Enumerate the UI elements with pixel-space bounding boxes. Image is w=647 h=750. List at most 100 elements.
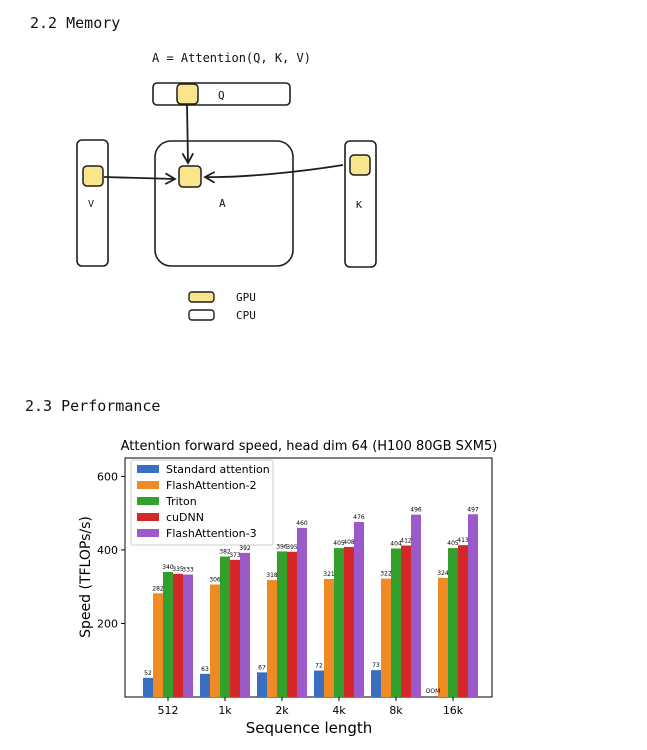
v-to-a-arrow — [103, 172, 177, 185]
bar — [210, 584, 220, 697]
k-to-a-arrow — [203, 164, 344, 184]
y-tick-label: 200 — [97, 617, 118, 630]
bar-value-label: 404 — [390, 540, 402, 547]
bar — [314, 670, 324, 697]
bar-value-label: 67 — [258, 664, 266, 671]
bar — [297, 527, 307, 697]
performance-section-heading: 2.3 Performance — [25, 397, 161, 415]
bar-value-label: 382 — [219, 549, 231, 556]
a-gpu-block — [178, 165, 202, 188]
bar-value-label: 282 — [152, 585, 164, 592]
performance-chart: Attention forward speed, head dim 64 (H1… — [78, 439, 498, 737]
k-label: K — [356, 200, 362, 211]
bar-labels-group: 52 63 67 72 73 OOM 282 306 318 321 322 324 340 382 396… — [144, 506, 479, 695]
bar — [173, 573, 183, 697]
x-axis: 512 1k 2k 4k 8k 16k — [158, 697, 464, 717]
plot-area — [124, 457, 493, 698]
bar — [277, 551, 287, 697]
bar-value-label: 72 — [315, 663, 323, 670]
x-tick-label: 2k — [275, 704, 289, 717]
x-axis-label: Sequence length — [246, 719, 373, 737]
legend-cpu-swatch — [188, 309, 215, 321]
bar-value-label: 340 — [162, 564, 174, 571]
legend-swatch — [137, 529, 159, 537]
bar — [183, 574, 193, 697]
bar-value-label: 63 — [201, 666, 209, 673]
bar — [267, 580, 277, 697]
memory-section-heading: 2.2 Memory — [30, 14, 121, 32]
y-axis-label: Speed (TFLOPs/s) — [78, 516, 94, 638]
x-tick-label: 4k — [332, 704, 346, 717]
bar — [240, 552, 250, 697]
bar-value-label: 460 — [296, 520, 308, 527]
bar — [200, 673, 210, 697]
y-tick-label: 400 — [97, 544, 118, 557]
x-tick-label: 512 — [158, 704, 179, 717]
legend-gpu-swatch — [188, 291, 215, 303]
a-label: A — [219, 197, 226, 210]
memory-diagram: A = Attention(Q, K, V) Q V A K GPU CPU — [76, 51, 377, 322]
bar-value-label: 335 — [172, 566, 184, 573]
bar-value-label: 321 — [323, 571, 335, 578]
bar — [257, 672, 267, 697]
x-tick-label: 8k — [389, 704, 403, 717]
bar — [153, 593, 163, 697]
bar — [371, 670, 381, 697]
bar — [438, 577, 448, 697]
attention-formula: A = Attention(Q, K, V) — [152, 51, 311, 65]
k-gpu-block — [349, 154, 371, 176]
y-axis: 200 400 600 — [97, 470, 125, 630]
bar-value-label: 333 — [182, 567, 194, 574]
chart-legend: Standard attention FlashAttention-2 Triton… — [130, 459, 274, 546]
bar-value-label: 52 — [144, 670, 152, 677]
bar-value-label: 496 — [410, 507, 422, 514]
bar — [468, 514, 478, 697]
v-label: V — [88, 199, 94, 210]
bar-value-label: 413 — [457, 537, 469, 544]
chart-title: Attention forward speed, head dim 64 (H1… — [121, 439, 498, 454]
legend-box — [130, 459, 274, 546]
bar — [334, 548, 344, 697]
legend-entry-label: Standard attention — [166, 463, 270, 476]
q-gpu-block — [176, 83, 199, 105]
bar-value-label: 396 — [276, 543, 288, 550]
bar-value-label: 497 — [467, 506, 479, 513]
legend-swatch — [137, 513, 159, 521]
legend-entry-label: FlashAttention-2 — [166, 479, 257, 492]
bar-value-label: 395 — [286, 544, 298, 551]
bar-value-label: 476 — [353, 514, 365, 521]
bar-value-label: 412 — [400, 538, 412, 545]
bar — [448, 548, 458, 697]
bar — [287, 551, 297, 697]
bar-value-label: 373 — [229, 552, 241, 559]
bar — [401, 545, 411, 697]
bar — [163, 571, 173, 697]
bar — [458, 545, 468, 697]
legend-gpu-label: GPU — [236, 291, 256, 304]
bar-value-label: 405 — [333, 540, 345, 547]
bar — [354, 521, 364, 697]
bar-value-label: 405 — [447, 540, 459, 547]
bar-value-label: 324 — [437, 570, 449, 577]
q-label: Q — [218, 89, 225, 102]
bar-value-label: 73 — [372, 662, 380, 669]
legend-swatch — [137, 481, 159, 489]
legend-swatch — [137, 497, 159, 505]
y-tick-label: 600 — [97, 470, 118, 483]
bar — [391, 548, 401, 697]
bar-value-label: 408 — [343, 539, 355, 546]
legend-swatch — [137, 465, 159, 473]
bar — [220, 556, 230, 697]
legend-cpu-label: CPU — [236, 309, 256, 322]
legend-entry-label: cuDNN — [166, 511, 204, 524]
bar — [411, 514, 421, 697]
bar-value-label: 318 — [266, 572, 278, 579]
x-tick-label: 1k — [218, 704, 232, 717]
bar — [143, 677, 153, 697]
bar — [324, 578, 334, 697]
bar-value-label: 392 — [239, 545, 251, 552]
legend-entry-label: FlashAttention-3 — [166, 527, 257, 540]
bar-value-label: 306 — [209, 576, 221, 583]
v-gpu-block — [82, 165, 104, 187]
bar — [344, 546, 354, 697]
